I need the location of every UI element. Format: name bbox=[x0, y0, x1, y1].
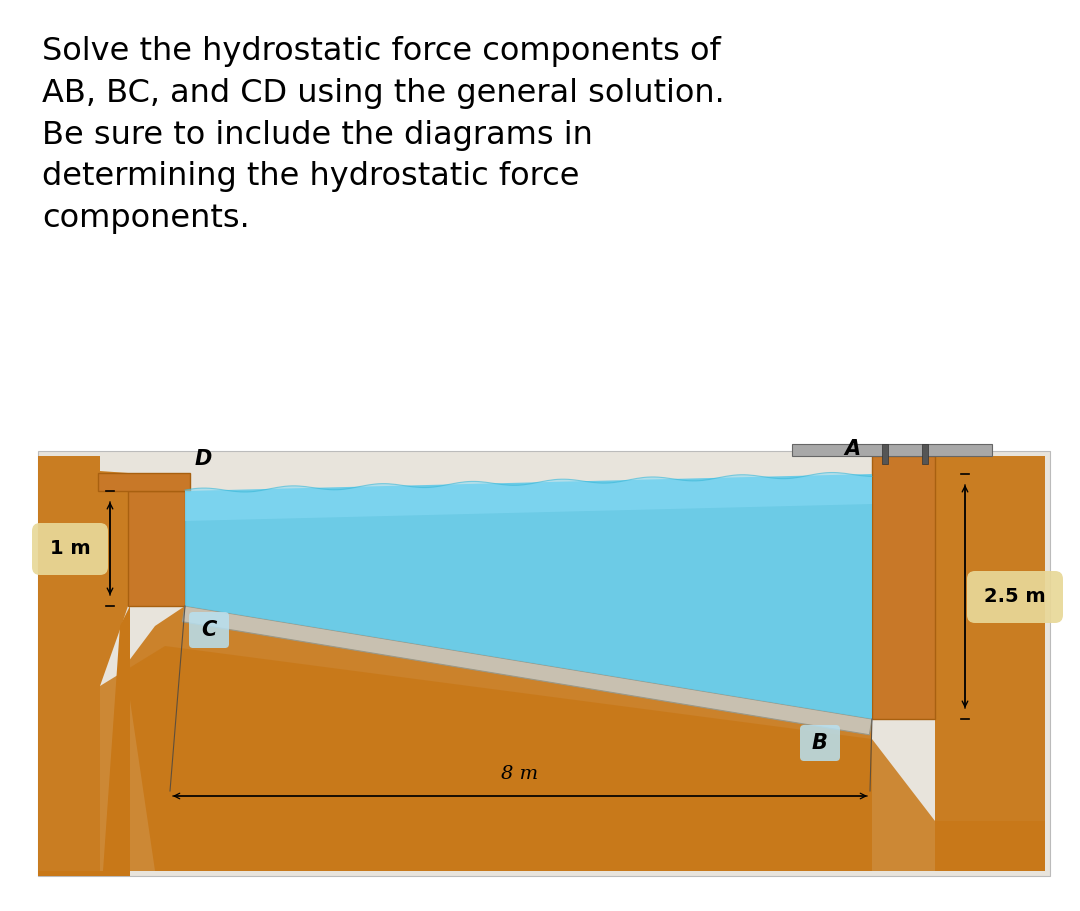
Bar bbox=[922, 444, 928, 464]
Text: C: C bbox=[201, 620, 217, 640]
Text: B: B bbox=[812, 733, 828, 753]
Bar bbox=[792, 444, 993, 456]
FancyBboxPatch shape bbox=[967, 571, 1063, 623]
FancyBboxPatch shape bbox=[189, 612, 229, 648]
Polygon shape bbox=[872, 454, 1045, 871]
Polygon shape bbox=[38, 606, 130, 876]
Polygon shape bbox=[185, 473, 872, 521]
Polygon shape bbox=[100, 646, 1045, 871]
Text: 2.5 m: 2.5 m bbox=[984, 588, 1045, 607]
Text: Solve the hydrostatic force components of
AB, BC, and CD using the general solut: Solve the hydrostatic force components o… bbox=[42, 36, 725, 234]
Bar bbox=[129, 491, 185, 606]
Bar bbox=[882, 444, 888, 464]
Polygon shape bbox=[38, 456, 129, 871]
Text: 8 m: 8 m bbox=[501, 765, 539, 783]
Bar bbox=[872, 456, 935, 719]
Text: D: D bbox=[195, 449, 213, 469]
Bar bbox=[98, 473, 190, 491]
Bar bbox=[38, 451, 1050, 876]
Polygon shape bbox=[125, 606, 872, 871]
FancyBboxPatch shape bbox=[32, 523, 108, 575]
FancyBboxPatch shape bbox=[800, 725, 840, 761]
Polygon shape bbox=[183, 606, 872, 735]
Polygon shape bbox=[185, 474, 872, 719]
Text: 1 m: 1 m bbox=[50, 539, 91, 558]
Text: A: A bbox=[843, 439, 860, 459]
